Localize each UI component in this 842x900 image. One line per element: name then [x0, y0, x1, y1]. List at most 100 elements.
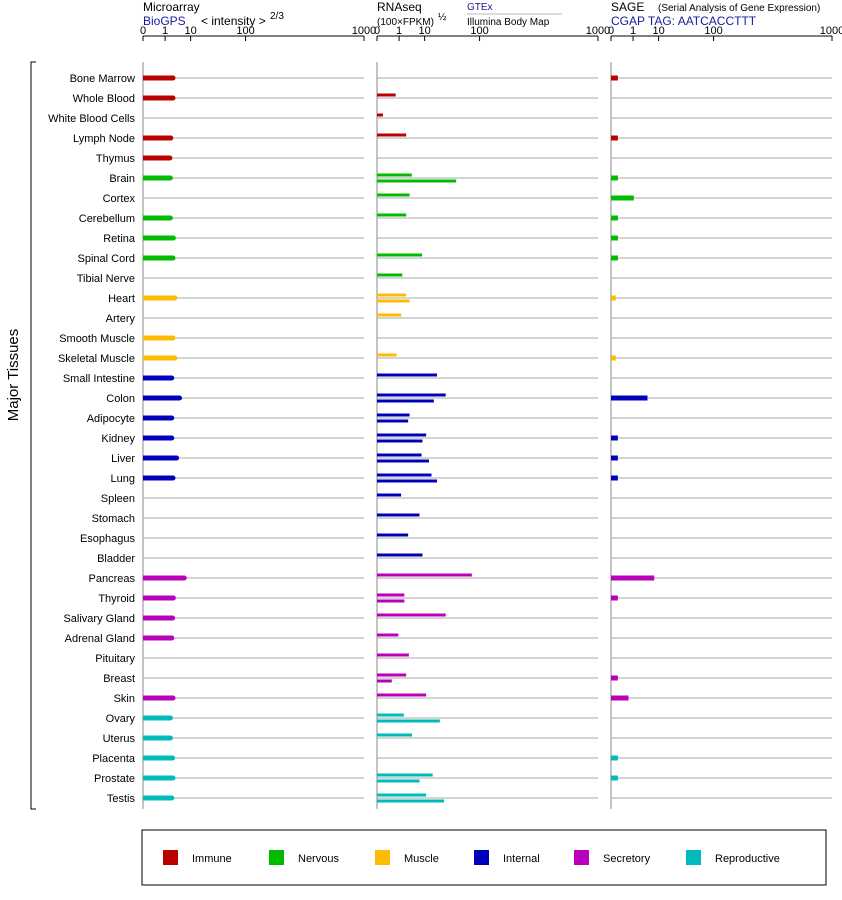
tissue-label: Bladder [97, 553, 135, 565]
microarray-bar-end [170, 75, 176, 81]
tissue-label: Thymus [96, 153, 136, 165]
rnaseq-bar [377, 693, 427, 697]
microarray-bar-end [167, 155, 173, 161]
sage-bar [611, 775, 618, 781]
microarray-bar [143, 595, 174, 601]
tissue-label: Smooth Muscle [59, 333, 135, 345]
microarray-bar-end [167, 215, 173, 221]
rnaseq-bar [377, 293, 407, 297]
microarray-bar [143, 355, 175, 361]
microarray-bar [143, 775, 173, 781]
sage-bar [611, 695, 629, 701]
tissue-label: Adrenal Gland [65, 633, 135, 645]
rnaseq-bar [377, 653, 409, 657]
sage-bar [611, 75, 618, 81]
microarray-bar [143, 575, 185, 581]
rnaseq-bar [377, 473, 432, 477]
microarray-bar [143, 695, 173, 701]
tissue-label: Cortex [103, 193, 136, 205]
tissue-labels: Bone Marrow Whole Blood White Blood Cells L… [48, 73, 136, 805]
tissue-label: Spleen [101, 493, 135, 505]
legend-swatch [163, 850, 178, 865]
legend-item-internal: Internal [474, 850, 540, 865]
microarray-bar-end [170, 615, 176, 621]
sage-bar [611, 395, 648, 401]
tissue-label: Lung [111, 473, 135, 485]
tissue-label: White Blood Cells [48, 113, 135, 125]
microarray-bar-end [181, 575, 187, 581]
microarray-bar [143, 255, 173, 261]
gtex-link[interactable]: GTEx [467, 2, 493, 13]
rnaseq-bar [377, 113, 383, 117]
legend-item-nervous: Nervous [269, 850, 339, 865]
microarray-bar-end [169, 375, 175, 381]
microarray-bar-end [168, 135, 174, 141]
rnaseq-bar [377, 453, 422, 457]
rnaseq-bar [377, 433, 427, 437]
microarray-bar [143, 735, 171, 741]
microarray-bar-end [169, 635, 175, 641]
microarray-bar-end [170, 335, 176, 341]
rnaseq-bar [377, 299, 410, 303]
sage-tick-label: 1 [630, 25, 636, 37]
microarray-panel: 0 1 10 100 1000 [140, 25, 376, 809]
sage-bar [611, 675, 618, 681]
rnaseq-bar [377, 313, 402, 317]
tissue-label: Salivary Gland [63, 613, 135, 625]
sage-bar [611, 215, 618, 221]
microarray-bar-end [170, 475, 176, 481]
rnaseq-bar [377, 213, 407, 217]
microarray-unit: < intensity > [201, 14, 266, 28]
legend-item-secretory: Secretory [574, 850, 651, 865]
legend-label: Secretory [603, 853, 651, 865]
tissue-label: Colon [106, 393, 135, 405]
tissue-label: Stomach [92, 513, 135, 525]
sage-bar [611, 235, 618, 241]
rnaseq-tick-label: 0 [374, 25, 380, 37]
sage-title: SAGE [611, 0, 644, 14]
rnaseq-bar [377, 253, 423, 257]
sage-bar [611, 295, 616, 301]
microarray-bar-end [169, 795, 175, 801]
rnaseq-bar [377, 413, 410, 417]
tissue-label: Pancreas [89, 573, 136, 585]
legend-item-reproductive: Reproductive [686, 850, 780, 865]
rnaseq-bar [377, 613, 446, 617]
rnaseq-bar [377, 373, 437, 377]
microarray-bar-end [170, 755, 176, 761]
rnaseq-bar [377, 773, 433, 777]
legend-label: Immune [192, 853, 232, 865]
rnaseq-bar [377, 599, 405, 603]
tissue-label: Liver [111, 453, 135, 465]
tissue-label: Skeletal Muscle [58, 353, 135, 365]
tissue-label: Lymph Node [73, 133, 135, 145]
tissue-label: Spinal Cord [78, 253, 135, 265]
microarray-bar-end [172, 355, 178, 361]
microarray-bar [143, 75, 173, 81]
microarray-bar-end [169, 435, 175, 441]
microarray-bar [143, 375, 172, 381]
cgap-tag-link[interactable]: CGAP TAG: AATCACCTTT [611, 14, 757, 28]
microarray-tick-label: 10 [184, 25, 196, 37]
sage-tick-label: 10 [652, 25, 664, 37]
rnaseq-bar [377, 193, 410, 197]
sage-tick-label: 100 [704, 25, 722, 37]
tissue-label: Testis [107, 793, 136, 805]
legend-label: Muscle [404, 853, 439, 865]
sage-bar [611, 175, 618, 181]
sage-note: (Serial Analysis of Gene Expression) [658, 3, 820, 14]
biogps-link[interactable]: BioGPS [143, 14, 186, 28]
microarray-bar-end [167, 715, 173, 721]
y-axis: Major Tissues [5, 61, 36, 810]
microarray-tick-label: 1000 [352, 25, 376, 37]
tissue-label: Uterus [103, 733, 136, 745]
microarray-bar-end [170, 775, 176, 781]
microarray-bar [143, 295, 175, 301]
sage-tick-label: 0 [608, 25, 614, 37]
rnaseq-tick-label: 100 [470, 25, 488, 37]
legend-label: Nervous [298, 853, 339, 865]
tissue-label: Whole Blood [73, 93, 135, 105]
legend-swatch [686, 850, 701, 865]
rnaseq-title: RNAseq [377, 0, 422, 14]
microarray-bar-end [170, 95, 176, 101]
